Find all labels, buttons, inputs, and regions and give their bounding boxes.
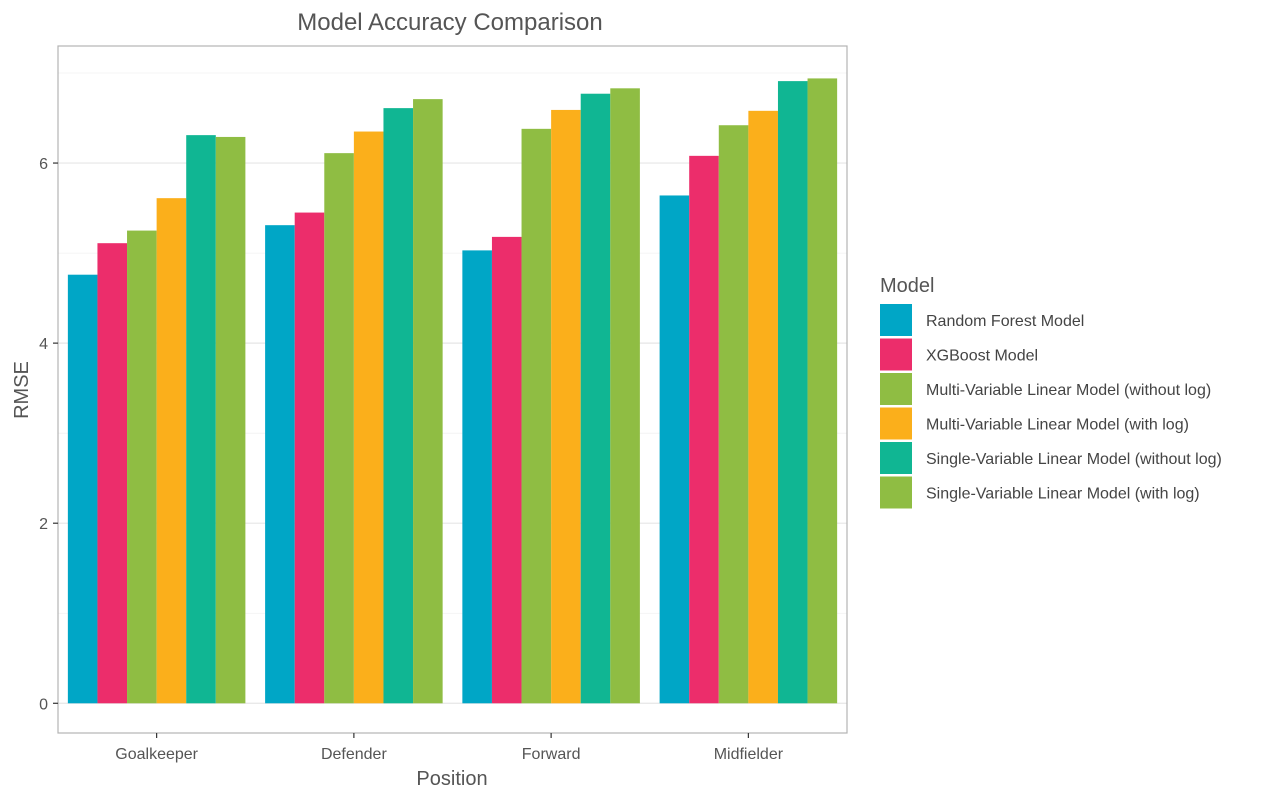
- bar: [807, 78, 838, 704]
- bar: [215, 136, 246, 704]
- bar: [551, 109, 581, 704]
- bar: [689, 155, 719, 704]
- bar: [265, 225, 295, 704]
- bar: [462, 250, 492, 704]
- panel-border: [57, 45, 848, 734]
- y-tick-label: 2: [39, 516, 48, 533]
- legend-key: [880, 304, 912, 336]
- legend-title: Model: [880, 275, 934, 297]
- bar: [67, 274, 98, 704]
- bar: [777, 81, 808, 704]
- bar: [324, 153, 354, 704]
- bar: [383, 108, 414, 704]
- bar: [186, 135, 216, 704]
- bar: [353, 131, 384, 704]
- legend-key: [880, 476, 912, 509]
- x-tick-label: Midfielder: [714, 746, 784, 763]
- bar: [610, 88, 640, 704]
- chart-title: Model Accuracy Comparison: [297, 9, 602, 36]
- legend-key: [880, 407, 912, 440]
- legend-key: [880, 338, 912, 371]
- y-axis-title: RMSE: [11, 361, 33, 419]
- bar: [580, 93, 611, 704]
- legend-label: Single-Variable Linear Model (with log): [926, 486, 1200, 503]
- legend-label: Single-Variable Linear Model (without lo…: [926, 451, 1222, 468]
- bar: [521, 128, 552, 704]
- bar: [127, 230, 157, 704]
- x-tick-label: Forward: [522, 746, 581, 763]
- x-axis: Goalkeeper Defender Forward Midfielder: [115, 733, 784, 763]
- bar: [748, 110, 778, 704]
- legend-label: Random Forest Model: [926, 313, 1084, 330]
- bar: [294, 212, 325, 704]
- legend-key: [880, 373, 912, 405]
- bar: [659, 195, 690, 704]
- legend-key: [880, 442, 912, 474]
- bar: [491, 236, 522, 704]
- x-tick-label: Defender: [321, 746, 387, 763]
- bar: [156, 198, 187, 704]
- legend-label: Multi-Variable Linear Model (without log…: [926, 382, 1211, 399]
- bar: [718, 125, 749, 704]
- legend-label: XGBoost Model: [926, 348, 1038, 365]
- y-tick-label: 6: [39, 156, 48, 173]
- legend-label: Multi-Variable Linear Model (with log): [926, 417, 1189, 434]
- x-tick-label: Goalkeeper: [115, 746, 198, 763]
- bar: [97, 243, 128, 704]
- bar: [413, 99, 443, 704]
- y-tick-label: 4: [39, 336, 48, 353]
- legend: Model Random Forest Model XGBoost Model Mu…: [880, 275, 1222, 509]
- x-axis-title: Position: [416, 768, 487, 790]
- y-axis: 0 2 4 6: [39, 156, 58, 713]
- y-tick-label: 0: [39, 696, 48, 713]
- bars: [67, 78, 838, 704]
